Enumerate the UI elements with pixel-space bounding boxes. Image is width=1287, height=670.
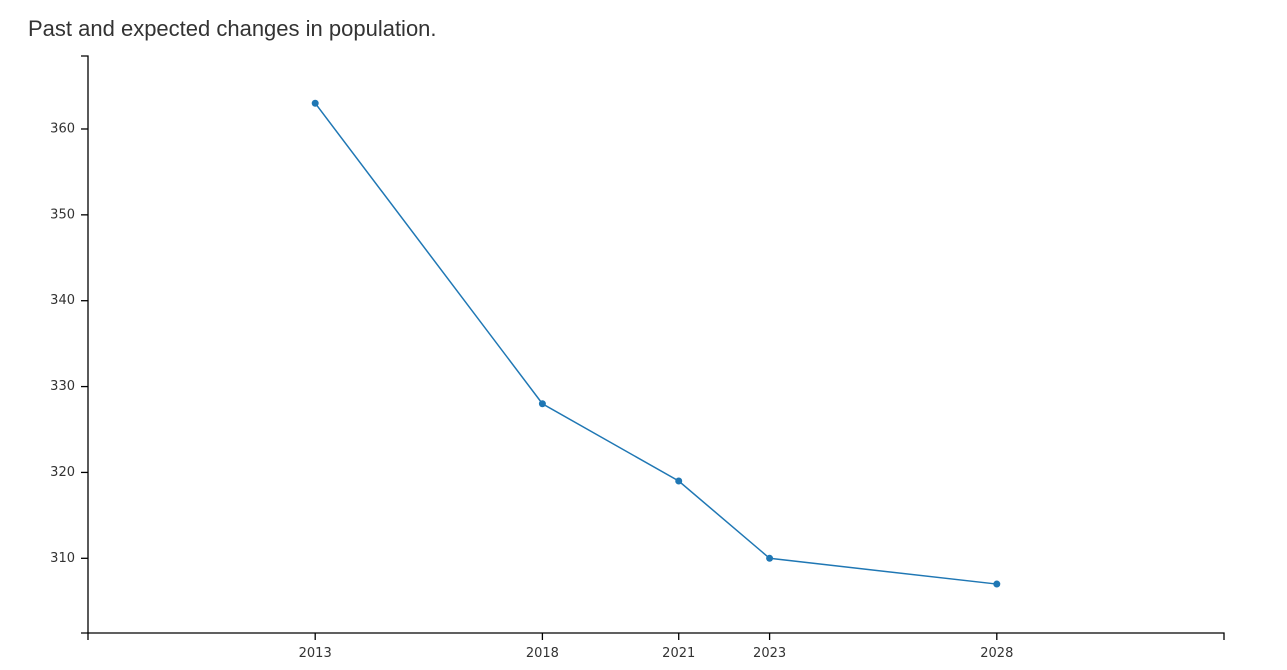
data-point[interactable] [675, 477, 683, 485]
y-tick-label: 340 [50, 293, 75, 308]
y-tick-label: 360 [50, 121, 75, 136]
data-point[interactable] [538, 400, 546, 408]
x-axis-line [87, 632, 1225, 640]
y-tick-label: 350 [50, 207, 75, 222]
x-tick-label: 2028 [980, 646, 1013, 661]
data-point[interactable] [766, 554, 774, 562]
series-layer [311, 99, 1001, 588]
x-tick-label: 2018 [526, 646, 559, 661]
y-tick-label: 330 [50, 379, 75, 394]
y-axis-line [81, 55, 89, 634]
chart-title: Past and expected changes in population. [28, 16, 437, 41]
data-point[interactable] [993, 580, 1001, 588]
x-tick-label: 2023 [753, 646, 786, 661]
series-line [314, 102, 997, 585]
x-axis: 2013 2018 2021 2023 2028 [87, 632, 1225, 661]
x-tick-label: 2013 [299, 646, 332, 661]
x-tick-label: 2021 [662, 646, 695, 661]
data-point[interactable] [311, 99, 319, 107]
y-axis: 310 320 330 340 350 360 [50, 55, 89, 634]
y-tick-label: 310 [50, 551, 75, 566]
y-tick-label: 320 [50, 465, 75, 480]
